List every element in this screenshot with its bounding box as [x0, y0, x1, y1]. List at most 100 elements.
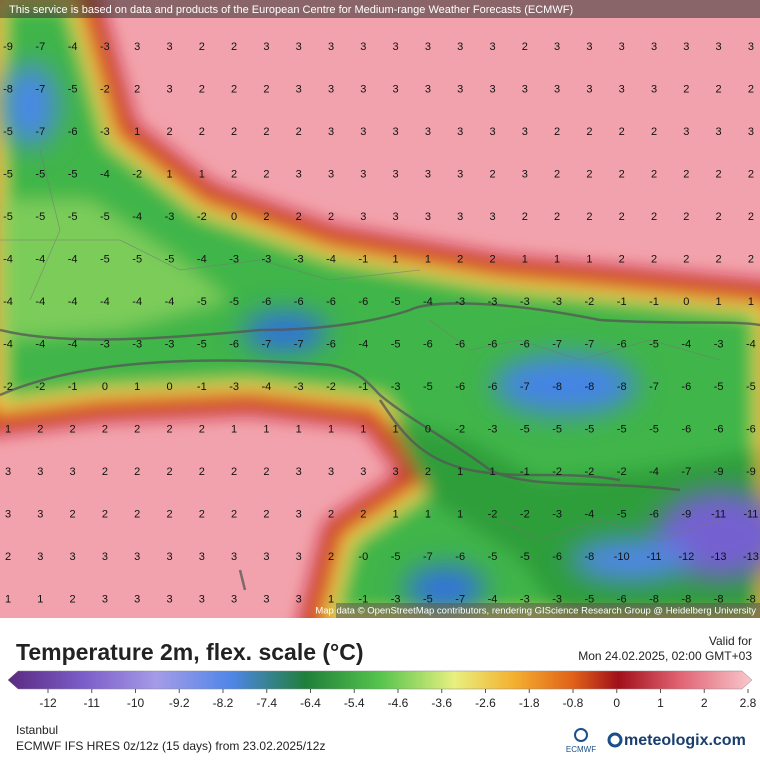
grid-value: -2: [617, 466, 627, 478]
grid-value: 2: [231, 168, 237, 180]
grid-value: 3: [70, 551, 76, 563]
grid-value: -7: [262, 338, 272, 350]
grid-value: 2: [134, 508, 140, 520]
grid-value: 3: [328, 168, 334, 180]
grid-value: -4: [68, 41, 78, 53]
colorbar-ticks: -12 -11 -10 -9.2 -8.2 -7.4 -6.4 -5.4 -4.6 -3.6 -2.…: [39, 689, 757, 710]
grid-value: 3: [296, 466, 302, 478]
grid-value: -4: [681, 338, 691, 350]
grid-value: 3: [166, 551, 172, 563]
grid-value: 3: [5, 508, 11, 520]
grid-value: 3: [457, 126, 463, 138]
grid-value: 2: [748, 253, 754, 265]
grid-value: -5: [68, 168, 78, 180]
grid-value: -2: [585, 296, 595, 308]
grid-value: -3: [714, 338, 724, 350]
grid-value: -6: [68, 126, 78, 138]
grid-value: 2: [134, 83, 140, 95]
grid-value: 3: [522, 126, 528, 138]
grid-value: -5: [714, 381, 724, 393]
grid-value: -3: [488, 423, 498, 435]
grid-value: 3: [425, 126, 431, 138]
grid-value: -6: [552, 551, 562, 563]
grid-value: -6: [455, 551, 465, 563]
grid-value: -5: [649, 423, 659, 435]
grid-value: -3: [100, 41, 110, 53]
grid-value: -4: [68, 296, 78, 308]
grid-value: -3: [100, 338, 110, 350]
grid-value: -3: [262, 253, 272, 265]
grid-value: 2: [716, 253, 722, 265]
grid-value: -5: [165, 253, 175, 265]
colorbar-tick-label: -6.4: [300, 696, 321, 710]
grid-value: 3: [393, 211, 399, 223]
grid-value: -7: [681, 466, 691, 478]
grid-value: -4: [132, 296, 142, 308]
grid-value: 2: [263, 466, 269, 478]
grid-value: 3: [231, 593, 237, 605]
grid-value: 3: [683, 41, 689, 53]
grid-value: 2: [651, 168, 657, 180]
grid-value: 3: [554, 41, 560, 53]
grid-value: -3: [165, 211, 175, 223]
value-grid: -9 -7 -4 -3 3 3 2 2 3 3 3 3 3 3 3 3 2 3 3 3 3 3 3 3 -8 -7 -5 -2 2 3 2 2…: [3, 41, 759, 606]
grid-value: 2: [683, 253, 689, 265]
colorbar-tick-label: -2.6: [475, 696, 496, 710]
grid-value: 2: [70, 593, 76, 605]
grid-value: -5: [585, 593, 595, 605]
grid-value: -5: [229, 296, 239, 308]
grid-value: -6: [423, 338, 433, 350]
colorbar-tick-label: -9.2: [169, 696, 190, 710]
grid-value: -5: [552, 423, 562, 435]
grid-value: 3: [393, 126, 399, 138]
grid-value: -5: [391, 296, 401, 308]
grid-value: 1: [457, 508, 463, 520]
grid-value: 3: [296, 83, 302, 95]
grid-value: -2: [100, 83, 110, 95]
grid-value: -5: [100, 253, 110, 265]
grid-value: -10: [614, 551, 630, 563]
grid-value: 3: [328, 126, 334, 138]
grid-value: -1: [520, 466, 530, 478]
notice-text: This service is based on data and produc…: [9, 4, 573, 16]
grid-value: 1: [554, 253, 560, 265]
grid-value: 2: [166, 423, 172, 435]
grid-value: 2: [522, 41, 528, 53]
grid-value: 3: [457, 83, 463, 95]
grid-value: 2: [166, 126, 172, 138]
grid-value: -7: [35, 126, 45, 138]
grid-value: 3: [134, 41, 140, 53]
grid-value: 3: [716, 126, 722, 138]
grid-value: 2: [134, 423, 140, 435]
grid-value: 3: [586, 83, 592, 95]
grid-value: -8: [585, 551, 595, 563]
grid-value: -7: [455, 593, 465, 605]
grid-value: -4: [68, 338, 78, 350]
grid-value: -8: [585, 381, 595, 393]
grid-value: 3: [651, 41, 657, 53]
grid-value: 2: [716, 168, 722, 180]
grid-value: -5: [391, 551, 401, 563]
grid-value: -4: [746, 338, 756, 350]
grid-value: 1: [199, 168, 205, 180]
grid-value: 1: [5, 423, 11, 435]
grid-value: -1: [617, 296, 627, 308]
colorbar-tick-label: -4.6: [388, 696, 409, 710]
grid-value: 2: [748, 211, 754, 223]
grid-value: 3: [586, 41, 592, 53]
grid-value: -11: [711, 508, 726, 520]
grid-value: -8: [681, 593, 691, 605]
grid-value: -6: [455, 338, 465, 350]
grid-value: 3: [166, 41, 172, 53]
grid-value: 3: [102, 551, 108, 563]
grid-value: -4: [358, 338, 368, 350]
grid-value: -5: [197, 338, 207, 350]
grid-value: 2: [748, 168, 754, 180]
grid-value: -9: [681, 508, 691, 520]
grid-value: -5: [3, 126, 13, 138]
grid-value: -8: [617, 381, 627, 393]
grid-value: 3: [425, 211, 431, 223]
map-title: Temperature 2m, flex. scale (°C): [16, 639, 364, 665]
colorbar-tick-label: 1: [657, 696, 664, 710]
